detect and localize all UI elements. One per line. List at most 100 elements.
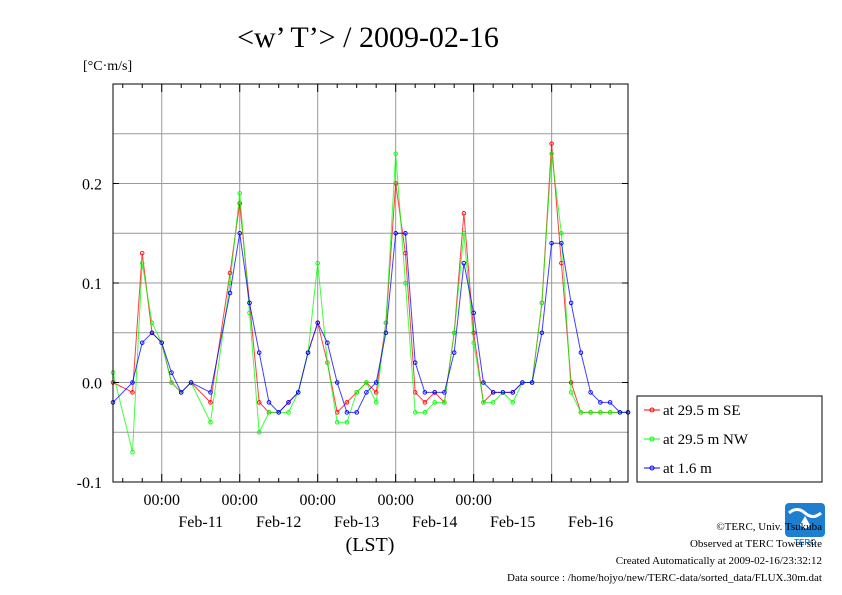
legend-swatch-marker xyxy=(649,436,655,442)
data-point xyxy=(539,300,545,306)
data-point xyxy=(354,390,359,395)
credit-created: Created Automatically at 2009-02-16/23:3… xyxy=(615,555,822,567)
data-point xyxy=(520,380,525,385)
legend-box xyxy=(636,395,823,483)
data-point xyxy=(393,231,398,236)
data-point xyxy=(510,390,515,395)
series-line xyxy=(112,153,628,453)
data-point xyxy=(481,380,486,385)
data-point xyxy=(393,151,398,156)
data-point xyxy=(364,390,369,395)
data-point xyxy=(442,400,447,405)
terc-logo: TERC xyxy=(785,503,825,547)
legend-label: at 29.5 m SE xyxy=(663,403,741,419)
data-point xyxy=(344,420,350,425)
data-point xyxy=(208,420,213,425)
x-day-label: Feb-15 xyxy=(490,514,535,531)
data-point xyxy=(373,380,379,385)
data-point xyxy=(208,390,213,395)
data-point xyxy=(549,240,554,246)
data-point xyxy=(295,390,301,395)
series-at-1-6-m xyxy=(110,231,631,415)
data-point xyxy=(607,400,613,405)
data-point xyxy=(461,211,467,216)
data-point xyxy=(549,141,554,146)
data-point xyxy=(247,300,252,306)
x-day-label: Feb-14 xyxy=(412,514,457,531)
data-point xyxy=(276,410,281,415)
x-time-label: 00:00 xyxy=(221,492,257,509)
series-line xyxy=(112,232,628,414)
legend: at 29.5 m SE at 29.5 m NW at 1.6 m xyxy=(636,395,823,483)
data-point xyxy=(315,320,320,326)
data-point xyxy=(578,350,584,355)
legend-label: at 29.5 m NW xyxy=(663,432,749,448)
data-point xyxy=(461,260,467,266)
logo-text: TERC xyxy=(794,538,816,547)
data-point xyxy=(578,410,584,415)
data-point xyxy=(471,340,476,345)
y-tick-label: 0.1 xyxy=(82,276,102,293)
data-point xyxy=(169,370,174,375)
x-day-label: Feb-13 xyxy=(334,514,379,531)
data-point xyxy=(373,400,379,405)
credit-source: Data source : /home/hojyo/new/TERC-data/… xyxy=(507,572,822,584)
data-point xyxy=(266,410,272,415)
data-point xyxy=(364,380,369,385)
data-point xyxy=(266,400,272,405)
x-day-label: Feb-11 xyxy=(178,514,223,531)
data-point xyxy=(354,410,359,415)
data-point xyxy=(559,240,564,246)
data-point xyxy=(500,390,506,395)
data-point xyxy=(617,410,623,415)
data-point xyxy=(256,430,262,435)
data-point xyxy=(383,330,389,336)
data-point xyxy=(237,191,242,196)
y-axis-unit-label: [°C·m/s] xyxy=(83,59,132,74)
data-point xyxy=(403,231,408,236)
data-point xyxy=(422,400,428,405)
data-point xyxy=(432,390,437,395)
grid-lines xyxy=(113,84,628,482)
data-point xyxy=(178,390,184,395)
data-point xyxy=(373,390,379,395)
data-point xyxy=(559,231,564,236)
data-point xyxy=(461,231,467,236)
data-point xyxy=(510,400,515,405)
data-point xyxy=(432,400,437,405)
data-point xyxy=(344,400,350,405)
x-axis-label: (LST) xyxy=(346,534,395,556)
data-point xyxy=(169,380,174,385)
data-point xyxy=(383,320,389,326)
data-point xyxy=(442,390,447,395)
data-point xyxy=(149,320,155,326)
legend-swatch-marker xyxy=(649,465,655,471)
data-point xyxy=(598,410,603,415)
legend-label: at 1.6 m xyxy=(663,461,712,477)
data-point xyxy=(208,400,213,405)
data-point xyxy=(539,330,545,336)
data-point xyxy=(451,350,457,355)
data-point xyxy=(256,350,262,355)
data-point xyxy=(149,330,155,336)
data-point xyxy=(237,231,242,236)
data-point xyxy=(139,260,145,266)
x-time-label: 00:00 xyxy=(377,492,413,509)
data-point xyxy=(412,360,418,365)
data-point xyxy=(334,380,340,385)
data-point xyxy=(403,280,408,286)
data-point xyxy=(130,390,135,395)
data-point xyxy=(256,400,262,405)
data-point xyxy=(422,410,428,415)
x-day-label: Feb-12 xyxy=(256,514,301,531)
data-point xyxy=(471,310,476,316)
x-day-label: Feb-16 xyxy=(568,514,613,531)
data-point xyxy=(227,290,233,296)
y-tick-label: 0.2 xyxy=(82,177,102,194)
series-layer xyxy=(110,141,631,455)
x-time-label: 00:00 xyxy=(455,492,491,509)
data-point xyxy=(588,390,593,395)
data-point xyxy=(471,330,476,336)
series-line xyxy=(112,143,628,414)
